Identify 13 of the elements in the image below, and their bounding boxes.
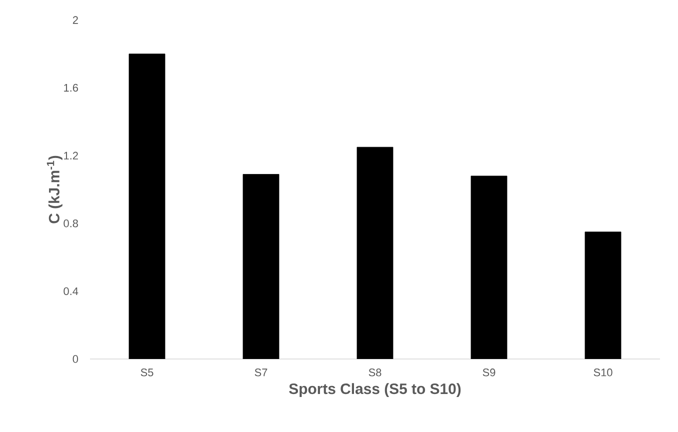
x-tick-label: S7	[254, 368, 268, 376]
x-axis-title: Sports Class (S5 to S10)	[289, 383, 461, 398]
x-tick-label: S9	[482, 368, 496, 376]
y-axis-title: C (kJ.m$^{-1}$)	[46, 156, 62, 224]
y-tick-label: 2	[72, 16, 78, 24]
y-tick-label: 1.2	[64, 152, 78, 160]
y-tick-label: 0.8	[64, 220, 78, 228]
y-tick-label: 0	[72, 355, 78, 363]
y-tick-label: 0.4	[64, 287, 78, 296]
x-tick-label: S5	[140, 368, 154, 376]
x-tick-label: S8	[368, 368, 382, 376]
y-tick-label: 1.6	[64, 84, 78, 92]
x-tick-label: S10	[594, 368, 612, 376]
